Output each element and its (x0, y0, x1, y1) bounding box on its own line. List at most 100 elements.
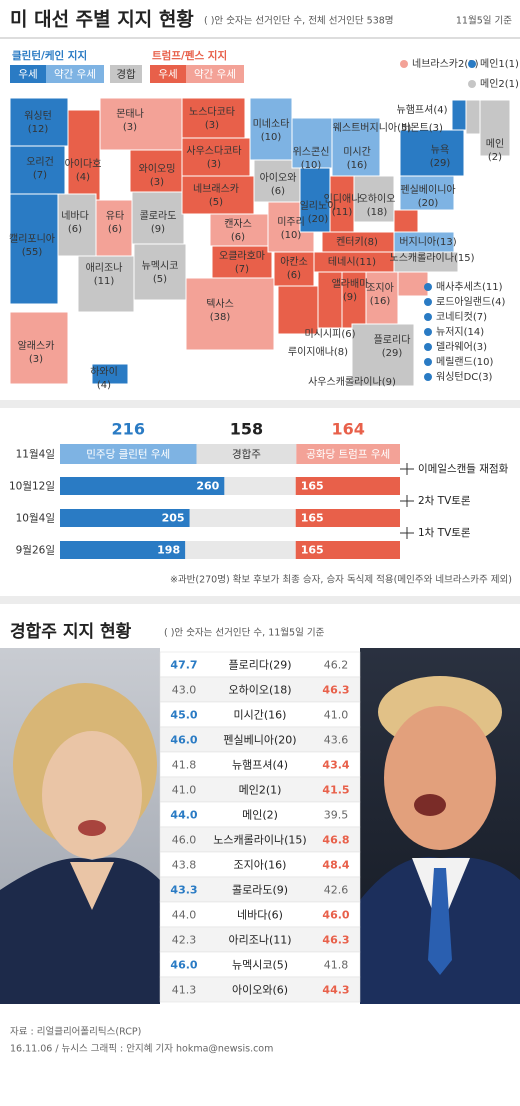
state-label: 사우스다코타 (3) (186, 145, 241, 170)
legend-state: 코네티컷(7) (436, 311, 487, 323)
legend-dot (424, 358, 432, 366)
state (451, 99, 467, 131)
footnote: ※과반(270명) 확보 후보가 최종 승자, 승자 독식제 적용(메인주와 네… (170, 574, 512, 586)
state-label: 미시간 (16) (343, 146, 371, 171)
bar-label: 공화당 트럼프 우세 (306, 448, 390, 461)
text-part: (3) (29, 354, 43, 365)
text-part: 워싱턴DC (436, 370, 478, 383)
state-label: 노스다코타 (3) (189, 106, 235, 131)
legend-label: 트럼프/펜스 지지 (152, 49, 227, 62)
state-label: 인디애나 (11) (324, 193, 361, 218)
state (181, 137, 251, 177)
legend-item: 우세 (158, 69, 177, 81)
text-part: 사우스캐롤라이나 (308, 376, 382, 388)
text-part: (5) (209, 197, 223, 208)
text-part: (1) (505, 79, 519, 90)
clinton-pct: 41.3 (172, 984, 197, 997)
state-name: 오하이오(18) (228, 683, 291, 697)
state-label: 테네시(11) (328, 256, 376, 268)
text-part: (6) (341, 329, 355, 340)
legend-state: 메인1(1) (480, 58, 519, 70)
text-part: 메인 (486, 138, 504, 150)
state-label: 사우스캐롤라이나(9) (308, 376, 396, 388)
legend-swatch (186, 65, 244, 83)
section-band (0, 596, 520, 604)
legend-dot (424, 373, 432, 381)
legend-dot (400, 60, 408, 68)
clinton-pct: 41.8 (172, 759, 197, 772)
text-part: (3) (473, 342, 487, 353)
text-part: 아칸소 (280, 256, 308, 268)
clinton-pct: 42.3 (172, 934, 197, 947)
legend-label: 클린턴/케인 지지 (12, 49, 87, 62)
text-part: 로드아일랜드 (436, 296, 491, 308)
state-label: 애리조나 (11) (86, 262, 123, 287)
clinton-pct: 43.0 (172, 684, 197, 697)
state (9, 193, 59, 305)
state (393, 231, 455, 253)
text-part: (2) (488, 152, 502, 163)
text-part: (10) (281, 230, 302, 241)
text-part: (14) (464, 327, 485, 338)
state-label: 아칸소 (6) (280, 256, 308, 281)
clinton-pct: 44.0 (170, 809, 197, 822)
state-label: 네브래스카 (5) (193, 183, 239, 208)
tossup-total: 158 (230, 420, 263, 439)
text-part: (15) (454, 253, 475, 264)
table-row (159, 726, 361, 753)
state-label: 버몬트(3) (401, 122, 443, 134)
text-part: (11) (356, 257, 377, 268)
section-note: ( )안 숫자는 선거인단 수, 11월5일 기준 (164, 627, 325, 639)
text-part: 메인1 (480, 58, 505, 70)
text-part: 오하이오 (359, 192, 396, 205)
clinton-pct: 41.0 (172, 784, 197, 797)
table-row (159, 826, 361, 853)
text-part: (13) (436, 237, 457, 248)
legend-swatch (110, 65, 142, 83)
state (465, 99, 481, 135)
text-part: 델라웨어 (436, 341, 473, 353)
text-part: 미시간 (343, 146, 371, 158)
state-label: 조지아 (16) (366, 282, 394, 307)
text-part: 워싱턴 (24, 109, 52, 122)
state-label: 버지니아(13) (399, 236, 456, 248)
table-row (159, 676, 361, 703)
bar-label: 경합주 (232, 448, 261, 461)
text-part: 네브래스카 (193, 183, 239, 195)
text-part: (9) (151, 224, 165, 235)
trump-pct: 42.6 (324, 884, 349, 897)
trump-pct: 44.3 (322, 984, 349, 997)
text-part: (9) (382, 377, 396, 388)
text-part: (11) (332, 207, 353, 218)
trump-pct: 39.5 (324, 809, 349, 822)
state (329, 175, 355, 233)
clinton-pct: 43.3 (170, 884, 197, 897)
legend-dot (424, 298, 432, 306)
state-name: 메인2(1) (239, 784, 282, 797)
tossup-gap (189, 509, 296, 527)
state-label: 위스콘신 (10) (293, 145, 330, 171)
trump-bar (296, 444, 400, 464)
state (353, 175, 395, 223)
text-part: (3) (150, 177, 164, 188)
state (291, 117, 333, 169)
text-part: (18) (367, 207, 388, 218)
text-part: (7) (473, 312, 487, 323)
text-part: 알래스카 (18, 340, 55, 352)
state (181, 175, 255, 215)
text-part: 뉴저지 (436, 326, 464, 338)
state-name: 조지아(16) (234, 859, 287, 872)
state-label: 뉴멕시코 (5) (142, 260, 179, 285)
clinton-pct: 46.0 (170, 959, 197, 972)
trump-value: 165 (301, 512, 324, 525)
text-part: 노스다코타 (189, 106, 235, 118)
trump-total: 164 (331, 420, 364, 439)
source: 자료 : 리얼클리어폴리틱스(RCP) (10, 1026, 141, 1038)
text-part: (55) (22, 247, 43, 258)
text-part: (12) (28, 124, 49, 135)
trump-pct: 41.8 (324, 959, 349, 972)
legend-item: 우세 (18, 69, 37, 81)
text-part: (6) (231, 232, 245, 243)
legend-dot (468, 60, 476, 68)
